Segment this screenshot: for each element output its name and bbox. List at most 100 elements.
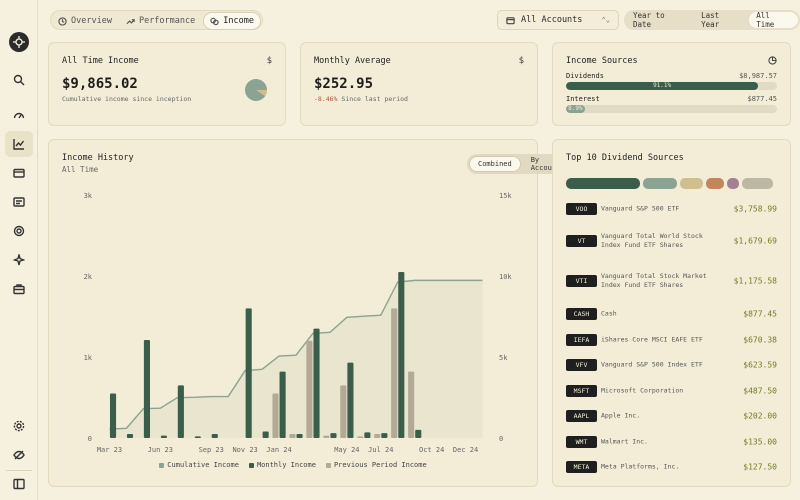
monthly-income-bar xyxy=(262,431,269,438)
dividend-source-row[interactable]: VT Vanguard Total World Stock Index Fund … xyxy=(566,232,777,250)
distribution-segment xyxy=(726,178,739,189)
security-name: Walmart Inc. xyxy=(601,437,648,446)
cumulative-income-line xyxy=(109,279,483,430)
ticker-badge: VT xyxy=(566,235,597,247)
monthly-income-bar xyxy=(364,432,371,438)
x-tick-label: Jul 24 xyxy=(368,446,393,454)
dividend-distribution-bar xyxy=(566,178,777,189)
eye-off-icon[interactable] xyxy=(5,442,33,468)
tab-label: Performance xyxy=(138,16,196,26)
monthly-income-bar xyxy=(347,362,354,438)
all-time-income-card: All Time Income $ $9,865.02 Cumulative i… xyxy=(48,42,286,126)
sidebar-divider xyxy=(6,470,32,471)
y-tick-label-left: 0 xyxy=(88,435,92,443)
card-title: Income Sources xyxy=(566,56,638,66)
x-tick-label: Mar 23 xyxy=(97,446,122,454)
dividend-source-row[interactable]: AAPL Apple Inc. $202.00 xyxy=(566,407,777,425)
logo-icon[interactable] xyxy=(9,32,29,52)
income-history-card: Income History All Time Combined By Acco… xyxy=(48,139,571,487)
dividend-source-row[interactable]: MSFT Microsoft Corporation $487.50 xyxy=(566,382,777,400)
chart-legend: Cumulative Income Monthly Income Previou… xyxy=(49,461,537,469)
search-icon[interactable] xyxy=(5,67,33,93)
source-value: $877.45 xyxy=(747,95,777,103)
y-tick-label-left: 3k xyxy=(84,192,93,200)
target-icon[interactable] xyxy=(5,218,33,244)
income-pie-icon xyxy=(245,79,268,101)
dividend-source-row[interactable]: META Meta Platforms, Inc. $127.50 xyxy=(566,458,777,476)
dividend-source-row[interactable]: VFV Vanguard S&P 500 Index ETF $623.59 xyxy=(566,356,777,374)
monthly-income-bar xyxy=(194,436,201,438)
monthly-income-bar xyxy=(177,385,184,438)
previous-period-bar xyxy=(272,393,279,438)
toggle-by-account[interactable]: By Account xyxy=(530,156,561,172)
all-time-income-caption: Cumulative income since inception xyxy=(62,95,192,103)
wallet-icon[interactable] xyxy=(5,160,33,186)
y-tick-label-left: 1k xyxy=(84,354,93,362)
x-tick-label: Oct 24 xyxy=(419,446,444,454)
tab-income[interactable]: Income xyxy=(203,12,261,30)
previous-period-bar xyxy=(408,371,415,438)
monthly-income-bar xyxy=(245,308,252,438)
monthly-income-bar xyxy=(398,271,405,438)
receipt-icon[interactable] xyxy=(5,189,33,215)
range-all-time[interactable]: All Time xyxy=(749,11,799,29)
dividend-source-row[interactable]: WMT Walmart Inc. $135.00 xyxy=(566,433,777,451)
change-percent: -8.46% xyxy=(314,95,338,103)
monthly-income-bar xyxy=(279,371,286,438)
y-tick-label-right: 10k xyxy=(499,273,512,281)
monthly-income-bar xyxy=(143,339,150,438)
y-tick-label-right: 15k xyxy=(499,192,512,200)
dividend-amount: $670.38 xyxy=(743,335,777,345)
account-select[interactable]: All Accounts ⌃⌄ xyxy=(497,10,619,30)
source-label: Dividends xyxy=(566,72,604,80)
distribution-segment xyxy=(706,178,724,189)
legend-swatch xyxy=(325,462,331,468)
source-progress-fill: 91.1% xyxy=(566,82,759,90)
x-tick-label: Dec 24 xyxy=(453,446,478,454)
dividend-source-row[interactable]: VTI Vanguard Total Stock Market Index Fun… xyxy=(566,272,777,290)
card-title: All Time Income xyxy=(62,56,139,66)
security-name: Microsoft Corporation xyxy=(601,386,684,395)
legend-label: Cumulative Income xyxy=(167,461,239,469)
tab-label: Income xyxy=(223,16,254,26)
source-value: $8,987.57 xyxy=(739,72,777,80)
previous-period-bar xyxy=(340,385,347,438)
range-last-year[interactable]: Last Year xyxy=(701,11,720,29)
monthly-average-caption: -8.46% Since last period xyxy=(314,95,408,103)
monthly-income-bar xyxy=(381,433,388,438)
range-year-to-date[interactable]: Year to Date xyxy=(633,11,665,29)
security-name: Meta Platforms, Inc. xyxy=(601,462,680,471)
monthly-income-bar xyxy=(296,433,303,438)
toggle-combined[interactable]: Combined xyxy=(469,156,521,172)
security-name: Vanguard Total Stock Market Index Fund E… xyxy=(601,272,707,289)
dividend-source-row[interactable]: IEFA iShares Core MSCI EAFE ETF $670.38 xyxy=(566,331,777,349)
sidebar-toggle-icon[interactable] xyxy=(5,471,33,497)
security-name: Vanguard S&P 500 ETF xyxy=(601,204,680,213)
previous-period-bar xyxy=(323,435,330,438)
settings-icon[interactable] xyxy=(5,413,33,439)
dividend-source-row[interactable]: VOO Vanguard S&P 500 ETF $3,758.99 xyxy=(566,200,777,218)
dashboard-icon[interactable] xyxy=(5,102,33,128)
legend-swatch xyxy=(248,462,254,468)
tab-overview[interactable]: Overview xyxy=(52,12,118,30)
dividend-source-row[interactable]: CASH Cash $877.45 xyxy=(566,305,777,323)
monthly-average-value: $252.95 xyxy=(314,76,374,92)
x-tick-label: Sep 23 xyxy=(199,446,224,454)
legend-label: Monthly Income xyxy=(256,461,316,469)
chart-icon[interactable] xyxy=(5,131,33,157)
distribution-segment xyxy=(741,178,774,189)
monthly-income-bar xyxy=(211,433,218,438)
source-progress-bar: 8.9% xyxy=(566,105,777,113)
legend-label: Previous Period Income xyxy=(333,461,427,469)
legend-item: Previous Period Income xyxy=(325,461,427,469)
tab-performance[interactable]: Performance xyxy=(120,12,201,30)
dividend-amount: $202.00 xyxy=(743,411,777,421)
card-title: Monthly Average xyxy=(314,56,391,66)
briefcase-icon[interactable] xyxy=(5,276,33,302)
change-caption: Since last period xyxy=(341,95,408,103)
security-name: Cash xyxy=(601,309,617,318)
dividend-amount: $3,758.99 xyxy=(733,204,777,214)
previous-period-bar xyxy=(357,436,364,438)
distribution-segment xyxy=(679,178,704,189)
sparkles-icon[interactable] xyxy=(5,247,33,273)
